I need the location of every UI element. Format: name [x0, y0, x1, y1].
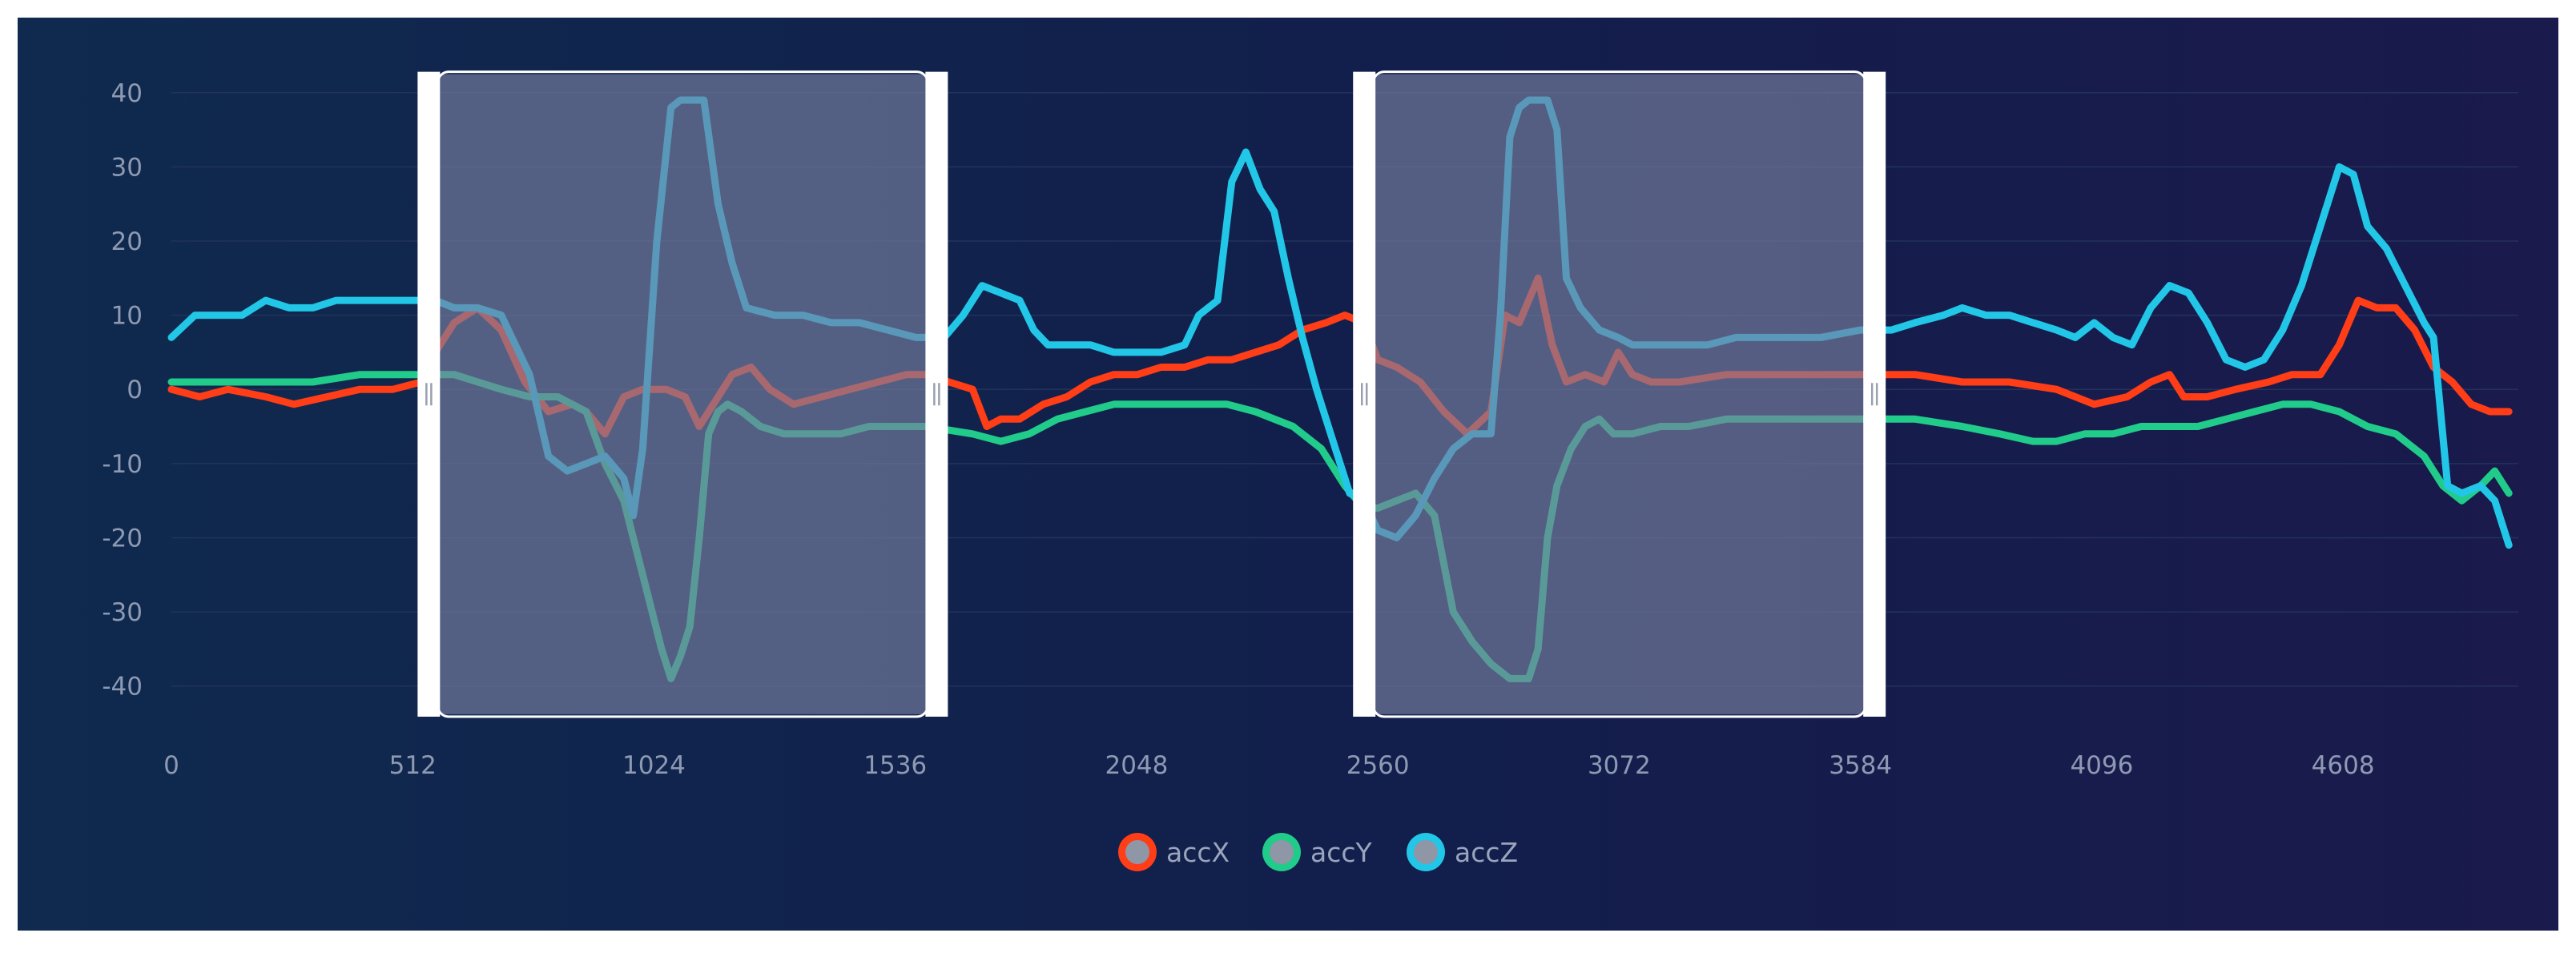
x-tick-label: 1024: [622, 751, 686, 780]
y-tick-label: 30: [111, 153, 143, 182]
x-tick-label: 3584: [1829, 751, 1892, 780]
resize-handle-left[interactable]: [1353, 71, 1376, 717]
selection-window-2[interactable]: [1353, 70, 1886, 718]
legend-label: accX: [1166, 837, 1230, 868]
y-axis-ticks: 40 30 20 10 0 -10 -20 -30 -40: [102, 79, 143, 702]
x-tick-label: 3072: [1588, 751, 1651, 780]
legend-item-accY[interactable]: accY: [1262, 833, 1373, 871]
selection-window-fill[interactable]: [440, 74, 926, 714]
y-tick-label: 40: [111, 79, 143, 108]
resize-handle-right[interactable]: [925, 71, 948, 717]
x-tick-label: 4608: [2312, 751, 2375, 780]
legend-marker-inner: [1270, 840, 1294, 864]
selection-window-fill[interactable]: [1375, 74, 1864, 714]
y-tick-label: -20: [102, 524, 143, 553]
y-tick-label: -40: [102, 673, 143, 702]
legend-marker-inner: [1125, 840, 1149, 864]
y-tick-label: 20: [111, 227, 143, 256]
legend-item-accZ[interactable]: accZ: [1407, 833, 1518, 871]
resize-handle-left[interactable]: [417, 71, 441, 717]
selection-window-1[interactable]: [417, 70, 948, 718]
legend-label: accZ: [1455, 837, 1518, 868]
x-axis-ticks: 0 512 1024 1536 2048 2560 3072 3584 4096 4608: [163, 751, 2374, 780]
x-tick-label: 1536: [863, 751, 927, 780]
legend-item-accX[interactable]: accX: [1118, 833, 1230, 871]
selection-windows[interactable]: [417, 70, 1886, 718]
legend-marker-inner: [1414, 840, 1438, 864]
x-tick-label: 512: [389, 751, 437, 780]
y-tick-label: 0: [127, 376, 143, 404]
x-tick-label: 2560: [1346, 751, 1410, 780]
legend-label: accY: [1310, 837, 1373, 868]
legend[interactable]: accX accY accZ: [1118, 833, 1518, 871]
y-tick-label: -10: [102, 450, 143, 479]
y-tick-label: -30: [102, 598, 143, 627]
x-tick-label: 0: [163, 751, 179, 780]
resize-handle-right[interactable]: [1863, 71, 1886, 717]
x-tick-label: 4096: [2070, 751, 2133, 780]
y-tick-label: 10: [111, 302, 143, 331]
x-tick-label: 2048: [1105, 751, 1168, 780]
